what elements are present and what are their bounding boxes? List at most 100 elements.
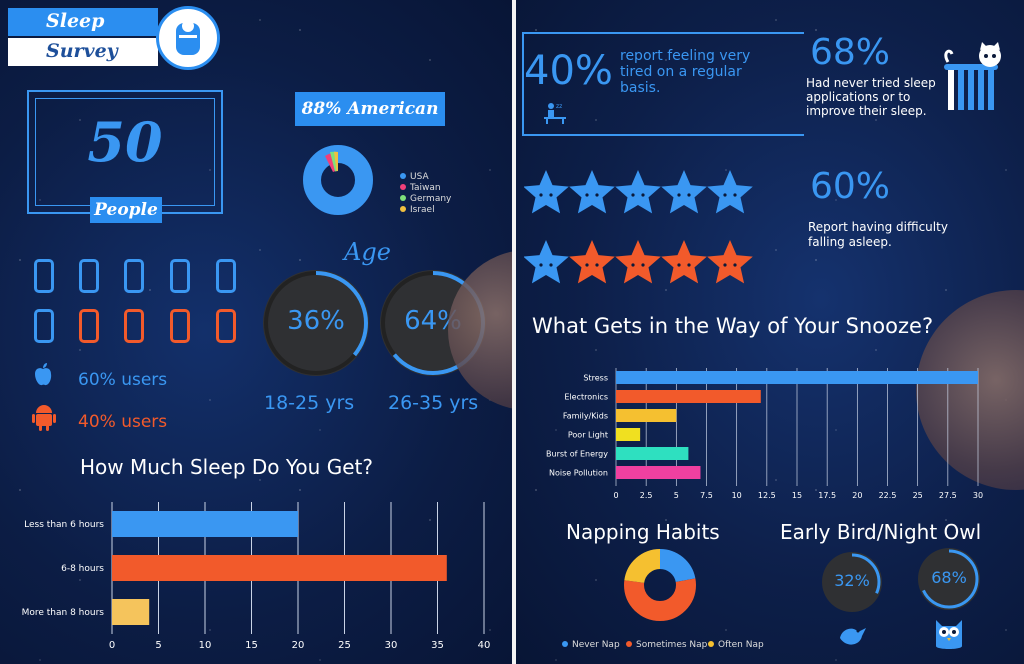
early-bird-percent: 32%	[834, 571, 870, 590]
age-title: Age	[344, 238, 391, 266]
phone-icon	[79, 309, 99, 343]
phone-icon	[34, 309, 54, 343]
tired-percent: 40%	[524, 48, 613, 94]
sleeping-person-icon	[156, 6, 220, 70]
night-owl-ring: 68%	[918, 548, 980, 610]
x-tick-label: 5	[674, 491, 679, 500]
android-users-label: 40% users	[78, 412, 168, 432]
phone-icon	[216, 309, 236, 343]
legend-often-nap: Often Nap	[708, 640, 764, 650]
android-icon	[32, 405, 56, 431]
owl-icon	[936, 620, 962, 649]
x-tick-label: 0	[109, 640, 115, 651]
stars-row-all-blue	[524, 170, 753, 214]
bar	[616, 371, 978, 384]
bird-icon	[840, 628, 866, 645]
x-tick-label: 15	[792, 491, 802, 500]
x-tick-label: 25	[338, 640, 351, 651]
star-icon	[615, 170, 661, 214]
legend-israel: Israel	[400, 205, 435, 215]
x-tick-label: 30	[385, 640, 398, 651]
x-tick-label: 20	[852, 491, 862, 500]
bar	[616, 466, 701, 479]
x-tick-label: 2.5	[640, 491, 653, 500]
category-label: Electronics	[564, 393, 608, 402]
ios-users-label: 60% users	[78, 370, 168, 390]
napping-habits-donut	[624, 549, 696, 621]
category-label: Family/Kids	[563, 412, 608, 421]
donut-slice	[624, 549, 696, 621]
nationality-donut-chart	[303, 145, 373, 215]
x-tick-label: 12.5	[758, 491, 776, 500]
bar	[616, 447, 689, 460]
x-tick-label: 35	[431, 640, 444, 651]
x-tick-label: 10	[732, 491, 742, 500]
participants-label: People	[94, 200, 158, 220]
age-ring-18-25: 36%	[263, 270, 369, 376]
star-icon	[661, 240, 707, 284]
bar	[112, 555, 447, 581]
participants-box: 50	[27, 90, 223, 214]
panel-divider	[512, 0, 516, 664]
napping-title: Napping Habits	[566, 520, 720, 544]
star-icon	[707, 240, 753, 284]
category-label: Burst of Energy	[546, 450, 608, 459]
tired-text: report feeling very tired on a regular b…	[620, 48, 751, 96]
survey-title-line2: Survey	[46, 40, 118, 62]
legend-never-nap: Never Nap	[562, 640, 620, 650]
apps-text: Had never tried sleep applications or to…	[806, 76, 936, 118]
x-tick-label: 0	[613, 491, 618, 500]
x-tick-label: 10	[199, 640, 212, 651]
x-tick-label: 15	[245, 640, 258, 651]
category-label: Stress	[583, 374, 608, 383]
left-panel: Sleep Survey 50 People 88% American	[0, 0, 512, 664]
legend-sometimes-nap: Sometimes Nap	[626, 640, 707, 650]
phone-icon	[124, 259, 144, 293]
x-tick-label: 17.5	[818, 491, 836, 500]
legend-usa: USA	[400, 172, 429, 182]
phone-icon	[170, 259, 190, 293]
x-tick-label: 30	[973, 491, 983, 500]
survey-title-bar-bottom: Survey	[8, 38, 158, 66]
participants-label-box: People	[90, 197, 162, 223]
age-range-26-35: 26-35 yrs	[388, 392, 479, 414]
difficulty-text: Report having difficulty falling asleep.	[808, 220, 948, 249]
star-icon	[569, 240, 615, 284]
participants-count: 50	[87, 110, 163, 174]
legend-taiwan: Taiwan	[400, 183, 441, 193]
star-icon	[569, 170, 615, 214]
category-label: 6-8 hours	[61, 564, 104, 574]
bar	[616, 390, 761, 403]
phone-icon	[170, 309, 190, 343]
star-icon	[615, 240, 661, 284]
x-tick-label: 40	[478, 640, 491, 651]
cat-bed-icon	[944, 42, 1001, 110]
category-label: Less than 6 hours	[24, 520, 104, 530]
apps-percent: 68%	[810, 32, 891, 73]
bar	[616, 428, 641, 441]
star-icon	[707, 170, 753, 214]
bird-owl-title: Early Bird/Night Owl	[780, 520, 982, 544]
star-icon	[524, 240, 569, 284]
donut-slice	[624, 549, 696, 621]
tired-stat-box	[522, 32, 804, 136]
phone-icon	[216, 259, 236, 293]
sleep-hours-bar-chart: 0 5 10 15 20 25 30 35 40 Less than 6 hours 6-8 hou…	[22, 502, 491, 651]
bar	[112, 511, 298, 537]
phone-icon	[124, 309, 144, 343]
right-panel: 40% report feeling very tired on a regul…	[516, 0, 1024, 664]
category-label: More than 8 hours	[22, 608, 105, 618]
tired-desk-icon: zz	[544, 103, 566, 124]
snooze-chart-title: What Gets in the Way of Your Snooze?	[532, 314, 934, 338]
nationality-title-box: 88% American	[295, 92, 445, 126]
nationality-title: 88% American	[301, 99, 439, 119]
star-icon	[661, 170, 707, 214]
x-tick-label: 20	[292, 640, 305, 651]
x-tick-label: 5	[155, 640, 161, 651]
night-owl-percent: 68%	[931, 568, 967, 587]
star-icon	[524, 170, 569, 214]
survey-title-bar-top: Sleep	[8, 8, 158, 36]
survey-title-line1: Sleep	[46, 10, 105, 32]
sleep-chart-title: How Much Sleep Do You Get?	[80, 455, 373, 479]
